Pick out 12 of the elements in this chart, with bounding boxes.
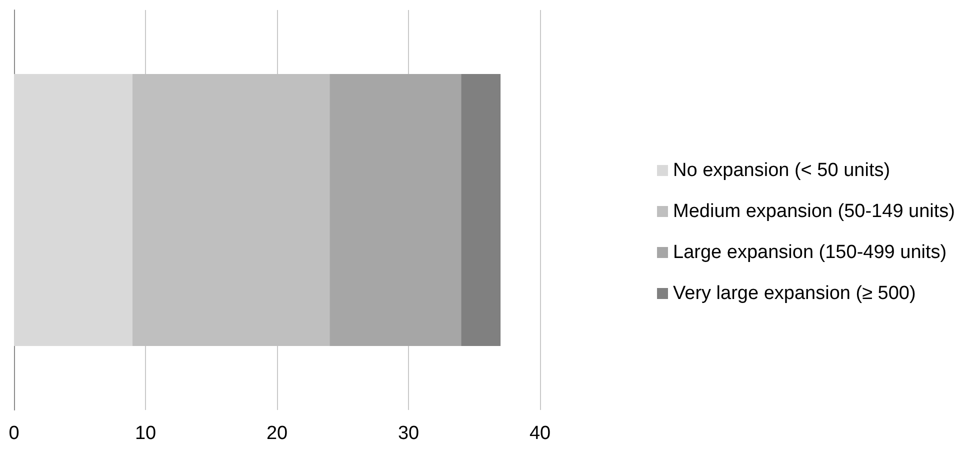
x-tick-label: 30 (398, 423, 420, 444)
x-tick-label: 10 (134, 423, 156, 444)
bar (330, 74, 462, 346)
legend-label: Very large expansion (≥ 500) (673, 283, 916, 304)
legend-label: Medium expansion (50-149 units) (673, 201, 956, 222)
x-tick-label: 0 (8, 423, 20, 444)
x-tick-label: 40 (529, 423, 551, 444)
legend-label: No expansion (< 50 units) (673, 160, 890, 181)
bar (461, 74, 501, 346)
bar (14, 74, 132, 346)
x-tick-label: 20 (266, 423, 288, 444)
legend-label: Large expansion (150-499 units) (673, 242, 947, 263)
